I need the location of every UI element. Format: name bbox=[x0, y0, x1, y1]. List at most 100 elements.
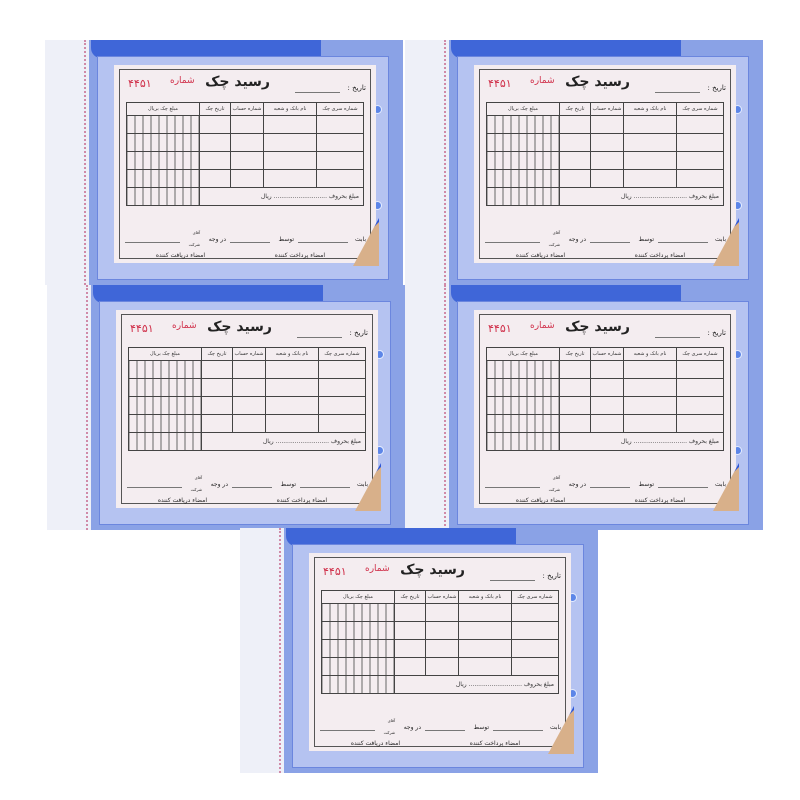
table-row bbox=[128, 378, 366, 397]
by-label: توسط bbox=[278, 236, 295, 243]
amount-words-label: مبلغ بحروف bbox=[688, 438, 719, 445]
for-label: بابت bbox=[549, 724, 561, 731]
col-bank: نام بانک و شعبه bbox=[263, 102, 317, 116]
company-label: شرکت bbox=[188, 242, 200, 247]
table-row bbox=[486, 396, 724, 415]
receipt-book: رسید چک شماره ۴۴۵۱ تاریخ : شماره سری چک … bbox=[47, 285, 405, 530]
date-label: تاریخ : bbox=[707, 84, 726, 92]
perforation bbox=[444, 40, 446, 285]
company-label: شرکت bbox=[190, 487, 202, 492]
receipt-form: رسید چک شماره ۴۴۵۱ تاریخ : شماره سری چک … bbox=[474, 310, 739, 511]
perforation bbox=[279, 528, 281, 773]
rial-label: ریال bbox=[260, 193, 272, 200]
receipt-form: رسید چک شماره ۴۴۵۱ تاریخ : شماره سری چک … bbox=[474, 65, 739, 266]
col-account: شماره حساب bbox=[232, 347, 266, 361]
col-account: شماره حساب bbox=[590, 347, 624, 361]
spine bbox=[47, 285, 91, 530]
mr-label: آقای bbox=[552, 475, 560, 480]
payer-signature: امضاء پرداخت کننده bbox=[274, 252, 325, 259]
receiver-signature: امضاء دریافت کننده bbox=[157, 497, 207, 504]
words-row: مبلغ بحروف ............................ … bbox=[128, 432, 366, 451]
payee-label: در وجه bbox=[403, 724, 421, 731]
amount-words-label: مبلغ بحروف bbox=[523, 681, 554, 688]
form-title: رسید چک bbox=[400, 562, 465, 578]
for-label: بابت bbox=[354, 236, 366, 243]
receipt-form: رسید چک شماره ۴۴۵۱ تاریخ : شماره سری چک … bbox=[116, 310, 381, 511]
date-label: تاریخ : bbox=[347, 84, 366, 92]
number-label: شماره bbox=[170, 76, 195, 86]
col-serial: شماره سری چک bbox=[316, 102, 364, 116]
col-amount: مبلغ چک بریال bbox=[486, 102, 560, 116]
payer-signature: امضاء پرداخت کننده bbox=[469, 740, 520, 747]
cheque-table: شماره سری چک نام بانک و شعبه شماره حساب … bbox=[486, 347, 724, 451]
col-bank: نام بانک و شعبه bbox=[623, 102, 677, 116]
table-row bbox=[321, 603, 559, 622]
table-row bbox=[128, 396, 366, 415]
rial-label: ریال bbox=[262, 438, 274, 445]
receipt-book: رسید چک شماره ۴۴۵۱ تاریخ : شماره سری چک … bbox=[240, 528, 598, 773]
header-row: شماره سری چک نام بانک و شعبه شماره حساب … bbox=[486, 102, 724, 116]
form-title: رسید چک bbox=[565, 74, 630, 90]
col-bank: نام بانک و شعبه bbox=[265, 347, 319, 361]
date-line bbox=[295, 92, 340, 93]
rial-label: ریال bbox=[620, 193, 632, 200]
amount-words-label: مبلغ بحروف bbox=[688, 193, 719, 200]
header-row: شماره سری چک نام بانک و شعبه شماره حساب … bbox=[128, 347, 366, 361]
number-label: شماره bbox=[530, 321, 555, 331]
amount-words-label: مبلغ بحروف bbox=[328, 193, 359, 200]
company-label: شرکت bbox=[548, 242, 560, 247]
cover-card: رسید چک شماره ۴۴۵۱ تاریخ : شماره سری چک … bbox=[97, 56, 389, 280]
table-row bbox=[486, 414, 724, 433]
table-row bbox=[321, 657, 559, 676]
by-label: توسط bbox=[473, 724, 490, 731]
serial-number: ۴۴۵۱ bbox=[128, 77, 152, 90]
col-serial: شماره سری چک bbox=[511, 590, 559, 604]
number-label: شماره bbox=[172, 321, 197, 331]
receipt-book: رسید چک شماره ۴۴۵۱ تاریخ : شماره سری چک … bbox=[45, 40, 403, 285]
table-row bbox=[128, 360, 366, 379]
table-row bbox=[486, 169, 724, 188]
col-serial: شماره سری چک bbox=[676, 102, 724, 116]
serial-number: ۴۴۵۱ bbox=[130, 322, 154, 335]
header-row: شماره سری چک نام بانک و شعبه شماره حساب … bbox=[321, 590, 559, 604]
top-bar bbox=[451, 40, 681, 58]
company-label: شرکت bbox=[548, 487, 560, 492]
col-date: تاریخ چک bbox=[199, 102, 231, 116]
cheque-table: شماره سری چک نام بانک و شعبه شماره حساب … bbox=[321, 590, 559, 694]
table-row bbox=[321, 639, 559, 658]
date-line bbox=[297, 337, 342, 338]
payer-signature: امضاء پرداخت کننده bbox=[634, 497, 685, 504]
company-label: شرکت bbox=[383, 730, 395, 735]
serial-number: ۴۴۵۱ bbox=[488, 77, 512, 90]
cheque-table: شماره سری چک نام بانک و شعبه شماره حساب … bbox=[486, 102, 724, 206]
table-row bbox=[126, 115, 364, 134]
serial-number: ۴۴۵۱ bbox=[488, 322, 512, 335]
mr-label: آقای bbox=[387, 718, 395, 723]
table-row bbox=[321, 621, 559, 640]
receiver-signature: امضاء دریافت کننده bbox=[155, 252, 205, 259]
perforation bbox=[444, 285, 446, 530]
for-label: بابت bbox=[714, 481, 726, 488]
form-title: رسید چک bbox=[565, 319, 630, 335]
spine bbox=[45, 40, 89, 285]
header-row: شماره سری چک نام بانک و شعبه شماره حساب … bbox=[126, 102, 364, 116]
amount-words-label: مبلغ بحروف bbox=[330, 438, 361, 445]
table-row bbox=[126, 133, 364, 152]
table-row bbox=[486, 115, 724, 134]
table-row bbox=[486, 378, 724, 397]
perforation bbox=[86, 285, 88, 530]
number-label: شماره bbox=[365, 564, 390, 574]
date-line bbox=[655, 337, 700, 338]
col-amount: مبلغ چک بریال bbox=[128, 347, 202, 361]
payee-label: در وجه bbox=[568, 481, 586, 488]
col-date: تاریخ چک bbox=[394, 590, 426, 604]
by-label: توسط bbox=[280, 481, 297, 488]
receipt-book: رسید چک شماره ۴۴۵۱ تاریخ : شماره سری چک … bbox=[405, 40, 763, 285]
date-label: تاریخ : bbox=[349, 329, 368, 337]
col-date: تاریخ چک bbox=[559, 347, 591, 361]
words-row: مبلغ بحروف ............................ … bbox=[321, 675, 559, 694]
form-title: رسید چک bbox=[207, 319, 272, 335]
words-row: مبلغ بحروف ............................ … bbox=[486, 432, 724, 451]
cover-card: رسید چک شماره ۴۴۵۱ تاریخ : شماره سری چک … bbox=[99, 301, 391, 525]
col-date: تاریخ چک bbox=[559, 102, 591, 116]
